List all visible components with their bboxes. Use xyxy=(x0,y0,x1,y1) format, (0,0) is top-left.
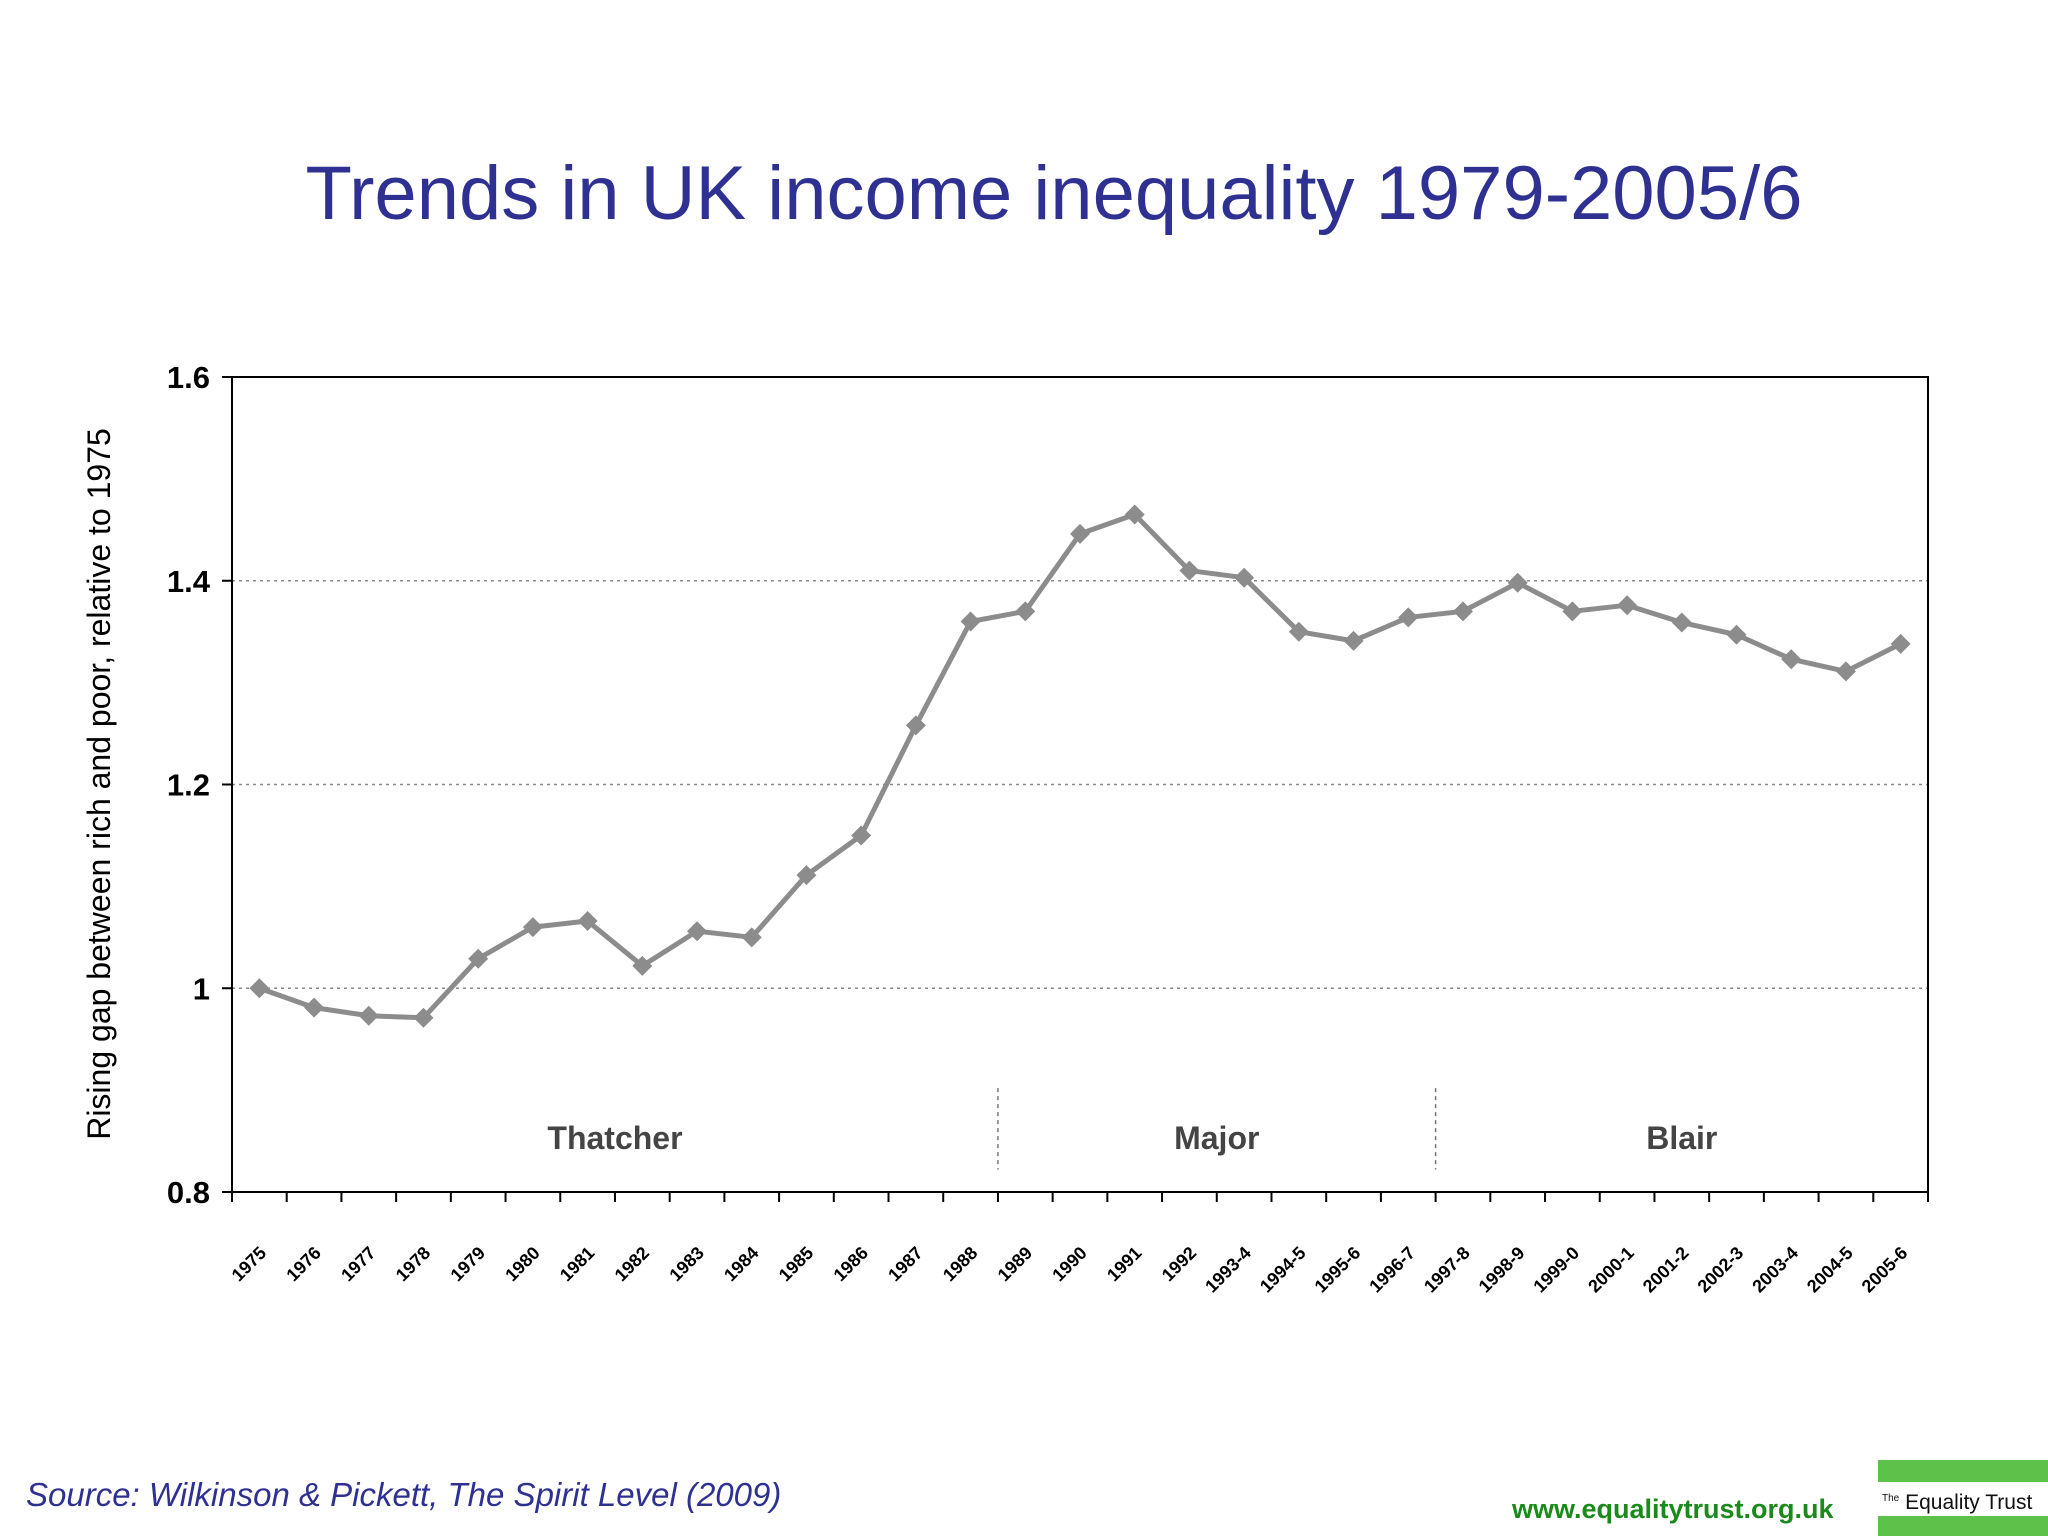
x-tick-label: 1983 xyxy=(665,1243,707,1285)
series-inequality xyxy=(249,504,1911,1028)
grid-lines xyxy=(232,580,1928,989)
x-tick-label: 2003-4 xyxy=(1748,1243,1802,1297)
data-point xyxy=(304,997,325,1018)
x-tick-label: 1984 xyxy=(720,1243,762,1285)
data-point xyxy=(632,955,653,976)
y-tick-label: 1.2 xyxy=(167,768,210,803)
era-label-blair: Blair xyxy=(1646,1120,1717,1156)
x-tick-label: 1978 xyxy=(392,1243,434,1285)
data-point xyxy=(1726,624,1747,645)
data-point xyxy=(1070,523,1090,544)
x-tick-label: 1986 xyxy=(830,1243,872,1285)
data-point xyxy=(1179,560,1200,581)
x-tick-label: 2004-5 xyxy=(1803,1243,1857,1297)
x-tick-label: 1993-4 xyxy=(1201,1243,1255,1297)
data-point xyxy=(851,825,872,846)
x-tick-label: 1991 xyxy=(1103,1243,1145,1285)
data-point xyxy=(905,715,926,736)
data-point xyxy=(1617,595,1638,616)
x-tick-label: 2002-3 xyxy=(1694,1243,1748,1297)
source-citation: Source: Wilkinson & Pickett, The Spirit … xyxy=(26,1476,782,1513)
data-point xyxy=(468,948,489,969)
x-tick-label: 1987 xyxy=(884,1243,926,1285)
y-tick-label: 1 xyxy=(193,971,210,1006)
data-point xyxy=(1507,572,1528,593)
y-tick-label: 0.8 xyxy=(167,1175,210,1210)
x-tick-label: 1985 xyxy=(775,1243,817,1285)
y-axis-label: Rising gap between rich and poor, relati… xyxy=(81,428,117,1140)
x-tick-label: 1980 xyxy=(501,1243,543,1285)
x-tick-label: 1988 xyxy=(939,1243,981,1285)
logo-text: The Equality Trust xyxy=(1878,1482,2048,1516)
x-tick-label: 2005-6 xyxy=(1858,1243,1912,1297)
data-point xyxy=(577,911,598,932)
data-point xyxy=(1781,649,1802,670)
data-point xyxy=(1124,504,1145,525)
x-tick-label: 1979 xyxy=(447,1243,489,1285)
logo-bar-bottom xyxy=(1878,1516,2048,1536)
x-tick-labels: 1975 1976 1977 1978 1979 1980 1981 1982 1983 1984… xyxy=(228,1243,1912,1297)
x-tick-label: 1995-6 xyxy=(1311,1243,1365,1297)
x-tick-label: 1976 xyxy=(282,1243,324,1285)
data-point xyxy=(1562,601,1583,622)
data-point xyxy=(1398,607,1419,628)
x-tick-label: 1990 xyxy=(1048,1243,1090,1285)
equality-trust-logo: The Equality Trust xyxy=(1878,1460,2048,1536)
series-line xyxy=(258,512,1902,1021)
x-tick-label: 2000-1 xyxy=(1584,1243,1638,1297)
y-tick-label: 1.6 xyxy=(167,360,210,395)
data-point xyxy=(796,865,817,886)
era-dividers xyxy=(997,1088,1437,1170)
x-tick-label: 1982 xyxy=(611,1243,653,1285)
logo-name: Equality Trust xyxy=(1905,1491,2033,1514)
data-point xyxy=(1234,567,1255,588)
data-point xyxy=(249,978,270,999)
data-point xyxy=(1288,621,1309,642)
era-label-major: Major xyxy=(1174,1120,1259,1156)
x-tick-label: 1989 xyxy=(994,1243,1036,1285)
data-point xyxy=(741,927,762,948)
x-tick-label: 1999-0 xyxy=(1529,1243,1583,1297)
x-tick-label: 2001-2 xyxy=(1639,1243,1693,1297)
x-tick-label: 1996-7 xyxy=(1365,1243,1419,1297)
data-point xyxy=(413,1007,434,1028)
era-label-thatcher: Thatcher xyxy=(547,1120,682,1156)
data-point xyxy=(522,917,543,938)
data-point xyxy=(1890,633,1911,654)
x-tick-label: 1977 xyxy=(337,1243,379,1285)
website-link[interactable]: www.equalitytrust.org.uk xyxy=(1512,1494,1834,1524)
y-tick-label: 1.4 xyxy=(167,564,211,599)
data-point xyxy=(358,1005,379,1026)
logo-bar-top xyxy=(1878,1460,2048,1482)
data-point xyxy=(960,611,981,632)
x-tick-label: 1997-8 xyxy=(1420,1243,1474,1297)
x-tick-label: 1975 xyxy=(228,1243,270,1285)
x-tick-label: 1994-5 xyxy=(1256,1243,1310,1297)
data-point xyxy=(1452,601,1473,622)
logo-the: The xyxy=(1882,1493,1900,1504)
data-point xyxy=(1343,630,1364,651)
data-point xyxy=(687,921,708,942)
x-tick-label: 1998-9 xyxy=(1475,1243,1529,1297)
era-annotations: Thatcher Major Blair xyxy=(547,1120,1717,1156)
slide-title: Trends in UK income inequality 1979-2005… xyxy=(305,151,1803,236)
data-point xyxy=(1835,661,1856,682)
data-point xyxy=(1015,601,1036,622)
y-tick-labels: 0.8 1 1.2 1.4 1.6 xyxy=(167,360,211,1210)
axis-ticks xyxy=(222,376,1929,1202)
data-point xyxy=(1671,612,1692,633)
x-tick-label: 1992 xyxy=(1158,1243,1200,1285)
x-tick-label: 1981 xyxy=(556,1243,598,1285)
